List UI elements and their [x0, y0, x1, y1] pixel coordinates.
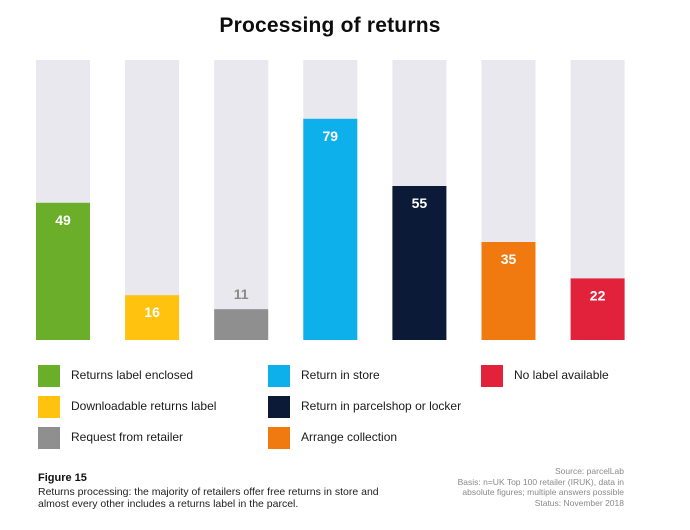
bar-request-from-retailer	[214, 309, 269, 340]
basis-line-continued: absolute figures; multiple answers possi…	[462, 487, 624, 497]
bar-downloadable-returns-label	[125, 295, 180, 340]
data-label-no-label-available: 22	[590, 287, 606, 303]
figure-caption: Returns processing: the majority of reta…	[38, 486, 379, 510]
bar-return-in-parcelshop-or-locker	[392, 186, 447, 340]
legend-swatch	[38, 365, 60, 387]
legend-swatch	[268, 365, 290, 387]
data-label-returns-label-enclosed: 49	[55, 212, 71, 228]
legend-label: Return in parcelshop or locker	[301, 399, 462, 413]
bar-arrange-collection	[481, 242, 536, 340]
chart-title: Processing of returns	[219, 14, 441, 37]
figure-label: Figure 15	[38, 472, 87, 484]
data-label-return-in-store: 79	[323, 128, 339, 144]
legend-swatch	[268, 396, 290, 418]
bar-background-request-from-retailer	[214, 60, 269, 340]
bar-no-label-available	[570, 278, 625, 340]
bar-background-downloadable-returns-label	[125, 60, 180, 340]
legend-swatch	[268, 427, 290, 449]
data-label-request-from-retailer: 11	[234, 286, 249, 302]
legend-label: Returns label enclosed	[71, 368, 194, 382]
bar-returns-label-enclosed	[36, 202, 90, 340]
data-label-arrange-collection: 35	[501, 251, 517, 267]
data-label-return-in-parcelshop-or-locker: 55	[412, 195, 428, 211]
basis-line: Basis: n=UK Top 100 retailer (IRUK), dat…	[457, 476, 624, 487]
legend-swatch	[38, 427, 60, 449]
legend-label: Arrange collection	[301, 430, 398, 444]
status-line: Status: November 2018	[534, 497, 624, 508]
legend-swatch	[481, 365, 503, 387]
legend-label: Request from retailer	[71, 430, 184, 444]
legend-label: Downloadable returns label	[71, 399, 217, 413]
legend-label: Return in store	[301, 368, 380, 382]
bar-return-in-store	[303, 118, 358, 340]
data-label-downloadable-returns-label: 16	[144, 304, 160, 320]
legend-swatch	[38, 396, 60, 418]
source-note: Source: parcelLab Basis: n=UK Top 100 re…	[404, 466, 624, 508]
bar-chart: 49 16 11 79 55 35 22	[36, 60, 625, 340]
source-line: Source: parcelLab	[555, 466, 624, 476]
legend-label: No label available	[514, 368, 609, 382]
